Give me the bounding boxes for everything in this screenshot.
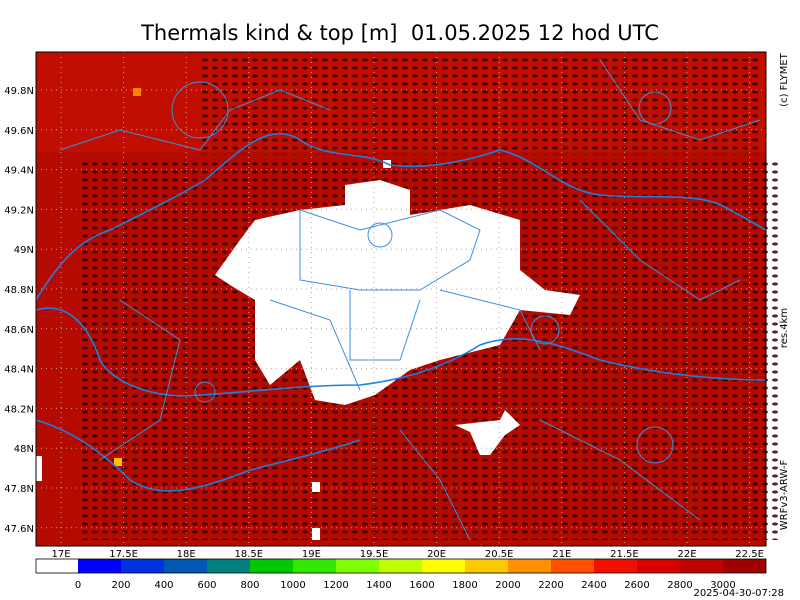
- map-frame: [35, 51, 767, 547]
- lon-label: 20E: [427, 549, 446, 560]
- colorbar-swatch: [637, 559, 680, 573]
- lon-label: 22.5E: [735, 549, 764, 560]
- colorbar-label: 2000: [495, 580, 520, 591]
- lon-label: 21E: [552, 549, 571, 560]
- no-thermals-area: [312, 528, 320, 540]
- lon-label: 18E: [177, 549, 196, 560]
- colorbar-label: 600: [197, 580, 216, 591]
- colorbar-label: 1000: [280, 580, 305, 591]
- lat-label: 47.8N: [4, 484, 34, 495]
- lon-label: 19E: [302, 549, 321, 560]
- airspace-circle: [636, 426, 674, 464]
- map-title: Thermals kind & top [m] 01.05.2025 12 ho…: [140, 21, 659, 45]
- lat-label: 49.8N: [4, 86, 34, 97]
- colorbar-label: 1600: [409, 580, 434, 591]
- colorbar: 0 200 400 600 800 1000 1200 1400 1600 1800 2000 220…: [35, 558, 767, 591]
- cumulus-symbols-north: [200, 55, 760, 155]
- lon-label: 21.5E: [610, 549, 639, 560]
- airspace-circle: [194, 381, 216, 403]
- colorbar-swatch: [164, 559, 207, 573]
- lat-label: 49.6N: [4, 126, 34, 137]
- airspace-circle: [638, 91, 672, 125]
- colorbar-label: 800: [240, 580, 259, 591]
- model-label: WRFv3-ARW-F: [779, 460, 790, 531]
- colorbar-swatch: [250, 559, 293, 573]
- lon-label: 17E: [51, 549, 70, 560]
- no-thermals-area: [312, 482, 320, 492]
- lon-label: 20.5E: [485, 549, 514, 560]
- lat-label: 47.6N: [4, 524, 34, 535]
- colorbar-swatch: [723, 559, 766, 573]
- no-thermals-area: [36, 456, 42, 481]
- lon-label: 19.5E: [360, 549, 389, 560]
- colorbar-swatch: [336, 559, 379, 573]
- colorbar-label: 200: [111, 580, 130, 591]
- colorbar-label: 3000: [710, 580, 735, 591]
- lat-label: 49N: [14, 245, 34, 256]
- resolution-label: res.4km: [779, 308, 790, 348]
- colorbar-label: 0: [75, 580, 81, 591]
- lat-label: 49.4N: [4, 166, 34, 177]
- colorbar-swatch: [508, 559, 551, 573]
- colorbar-label: 2200: [538, 580, 563, 591]
- strong-thermal-cell: [114, 458, 122, 466]
- no-thermals-area: [215, 180, 580, 405]
- colorbar-swatch: [78, 559, 121, 573]
- colorbar-label: 2800: [667, 580, 692, 591]
- colorbar-label: 400: [154, 580, 173, 591]
- map-area: [35, 51, 780, 547]
- colorbar-swatch: [465, 559, 508, 573]
- river: [35, 419, 361, 492]
- colorbar-swatch: [551, 559, 594, 573]
- border: [35, 132, 767, 301]
- colorbar-label: 1800: [452, 580, 477, 591]
- colorbar-label: 1200: [323, 580, 348, 591]
- lat-label: 48.2N: [4, 404, 34, 415]
- timestamp: 2025-04-30-07:28: [693, 588, 784, 599]
- lon-label: 22E: [677, 549, 696, 560]
- copyright: (c) FLYMET: [779, 52, 790, 107]
- lat-label: 49.2N: [4, 205, 34, 216]
- colorbar-label: 1400: [366, 580, 391, 591]
- no-thermals-area: [455, 410, 520, 455]
- colorbar-swatch: [594, 559, 637, 573]
- airspace: [59, 59, 761, 541]
- colorbar-swatch: [36, 559, 78, 573]
- colorbar-swatch: [379, 559, 422, 573]
- colorbar-label: 2600: [624, 580, 649, 591]
- lon-label: 18.5E: [235, 549, 264, 560]
- lat-label: 48N: [14, 444, 34, 455]
- lat-label: 48.4N: [4, 365, 34, 376]
- airspace-circle: [171, 81, 229, 139]
- colorbar-label: 2400: [581, 580, 606, 591]
- lat-label: 48.8N: [4, 285, 34, 296]
- airspace: [269, 209, 541, 391]
- airspace-circle: [530, 315, 560, 345]
- colorbar-swatch: [680, 559, 723, 573]
- colorbar-frame: [35, 558, 767, 574]
- lon-label: 17.5E: [109, 549, 138, 560]
- colorbar-swatch: [121, 559, 164, 573]
- airspace-circle: [367, 222, 393, 248]
- river: [35, 307, 767, 397]
- grid: [36, 52, 766, 546]
- strong-thermal-cell: [133, 88, 141, 96]
- colorbar-swatch: [422, 559, 465, 573]
- colorbar-swatch: [293, 559, 336, 573]
- colorbar-swatch: [207, 559, 250, 573]
- lat-label: 48.6N: [4, 325, 34, 336]
